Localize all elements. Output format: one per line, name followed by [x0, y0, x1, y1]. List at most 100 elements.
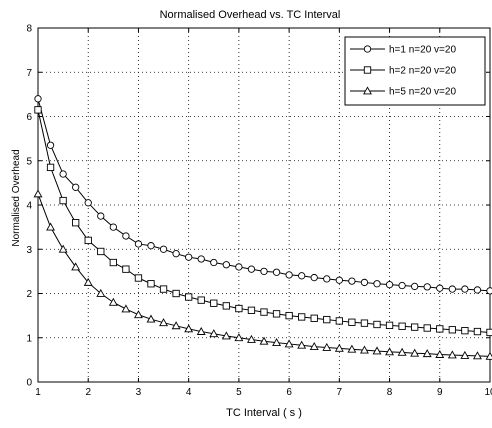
chart-title: Normalised Overhead vs. TC Interval: [160, 9, 341, 21]
triangle-marker: [159, 318, 169, 327]
circle-marker: [147, 242, 155, 250]
x-tick-label: 10: [484, 387, 492, 398]
circle-marker: [398, 281, 406, 290]
circle-marker: [348, 277, 356, 285]
triangle-marker: [221, 331, 231, 340]
circle-marker: [461, 285, 469, 293]
circle-marker: [197, 255, 205, 263]
square-marker: [147, 280, 155, 288]
circle-marker: [335, 276, 343, 284]
legend-item: h=1 n=20 v=20: [350, 45, 456, 56]
x-axis-label: TC Interval ( s ): [226, 407, 302, 419]
circle-marker: [373, 280, 381, 288]
y-tick-label: 5: [26, 156, 32, 167]
circle-marker: [59, 170, 67, 178]
circle-marker: [285, 271, 293, 279]
circle-marker: [222, 261, 230, 269]
triangle-marker: [397, 347, 407, 356]
triangle-marker: [146, 314, 156, 323]
triangle-marker: [46, 222, 56, 231]
triangle-marker: [184, 324, 194, 333]
square-marker: [97, 247, 105, 256]
legend-label: h=2 n=20 v=20: [389, 66, 456, 77]
square-marker: [34, 106, 42, 114]
triangle-marker: [297, 340, 307, 349]
square-marker: [360, 319, 369, 327]
triangle-marker: [334, 343, 344, 352]
circle-marker: [185, 253, 193, 261]
y-tick-label: 7: [26, 68, 32, 79]
series-2: [34, 106, 492, 337]
circle-marker: [298, 272, 306, 280]
y-tick-label: 3: [26, 245, 32, 256]
series-3: [33, 189, 492, 360]
circle-marker: [423, 283, 431, 291]
triangle-marker: [347, 344, 357, 353]
circle-marker: [385, 280, 394, 289]
square-marker: [486, 328, 492, 337]
square-marker: [423, 324, 431, 332]
circle-marker: [260, 267, 268, 276]
x-tick-label: 5: [236, 387, 242, 398]
triangle-marker: [196, 326, 206, 335]
square-marker: [348, 318, 356, 326]
square-marker: [398, 322, 406, 330]
triangle-marker: [460, 350, 470, 359]
circle-marker: [486, 287, 492, 295]
triangle-marker: [33, 189, 43, 198]
circle-marker: [360, 278, 369, 287]
legend: h=1 n=20 v=20 h=2 n=20 v=20 h=5 n=20 v=20: [344, 36, 486, 106]
circle-marker: [473, 286, 482, 294]
triangle-marker: [372, 346, 382, 355]
triangle-marker: [410, 348, 420, 357]
triangle-marker: [71, 262, 81, 271]
circle-marker: [310, 273, 318, 282]
square-marker: [222, 302, 230, 310]
circle-marker: [235, 263, 243, 271]
square-marker: [159, 285, 168, 293]
x-tick-label: 8: [387, 387, 393, 398]
square-marker: [185, 293, 193, 301]
legend-circle-marker: [363, 45, 372, 53]
circle-marker: [247, 265, 256, 273]
circle-marker: [323, 275, 331, 283]
legend-label: h=1 n=20 v=20: [389, 45, 456, 56]
y-axis-label: Normalised Overhead: [11, 149, 22, 246]
circle-marker: [411, 282, 419, 291]
circle-marker: [72, 183, 80, 191]
y-tick-label: 1: [26, 333, 32, 344]
series-layer: [33, 95, 492, 360]
circle-marker: [109, 223, 117, 231]
legend-triangle-marker: [363, 86, 372, 95]
square-marker: [323, 315, 331, 324]
square-marker: [411, 323, 419, 331]
square-marker: [210, 299, 218, 307]
triangle-marker: [472, 351, 482, 360]
triangle-marker: [322, 342, 332, 351]
triangle-marker: [83, 277, 93, 286]
square-marker: [72, 219, 80, 227]
y-tick-label: 6: [26, 112, 32, 123]
triangle-marker: [96, 288, 106, 297]
triangle-marker: [385, 347, 395, 356]
square-marker: [461, 327, 469, 335]
square-marker: [109, 258, 117, 267]
y-tick-label: 8: [26, 24, 32, 35]
square-marker: [197, 296, 205, 304]
x-tick-label: 3: [136, 387, 142, 398]
triangle-marker: [284, 339, 294, 348]
square-marker: [122, 265, 130, 273]
tick-layer: 12345678910012345678: [26, 24, 492, 399]
square-marker: [247, 306, 256, 314]
x-tick-label: 6: [286, 387, 292, 398]
triangle-marker: [272, 338, 282, 347]
square-marker: [436, 325, 444, 333]
square-marker: [448, 326, 456, 334]
x-tick-label: 9: [437, 387, 443, 398]
y-tick-label: 2: [26, 289, 32, 300]
square-marker: [84, 236, 92, 245]
y-tick-label: 0: [26, 378, 32, 389]
series-1: [34, 95, 492, 295]
